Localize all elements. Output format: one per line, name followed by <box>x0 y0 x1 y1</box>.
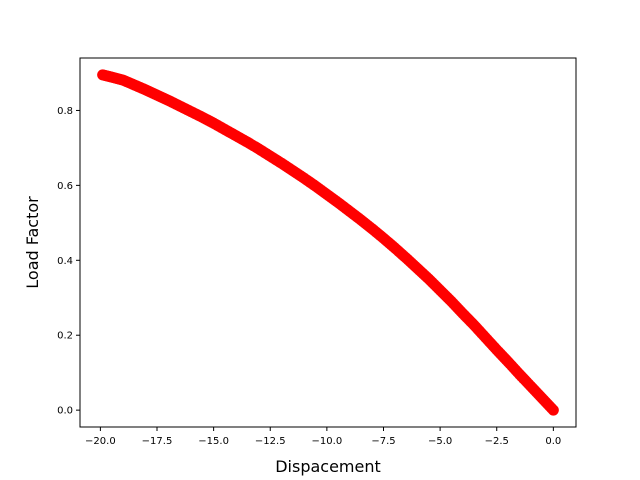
y-tick-label: 0.8 <box>57 106 73 117</box>
y-tick-label: 0.4 <box>57 256 73 267</box>
x-axis-ticks: −20.0 −17.5 −15.0 −12.5 −10.0 −7.5 −5.0 −2.5 0.0 <box>85 427 561 447</box>
data-points <box>97 69 559 416</box>
x-tick-label: −5.0 <box>428 436 452 447</box>
x-tick-label: −20.0 <box>85 436 116 447</box>
x-tick-label: −7.5 <box>371 436 395 447</box>
plot-frame <box>79 57 577 428</box>
x-tick-label: −15.0 <box>198 436 229 447</box>
y-tick-label: 0.0 <box>57 406 73 417</box>
y-tick-label: 0.2 <box>57 331 73 342</box>
data-point <box>97 69 109 81</box>
y-axis-ticks: 0.0 0.2 0.4 0.6 0.8 <box>57 106 80 417</box>
y-axis-title: Load Factor <box>23 196 42 289</box>
x-tick-label: −17.5 <box>142 436 173 447</box>
x-tick-label: 0.0 <box>545 436 561 447</box>
x-tick-label: −12.5 <box>255 436 286 447</box>
y-tick-label: 0.6 <box>57 181 73 192</box>
x-axis-title: Dispacement <box>275 457 381 476</box>
x-tick-label: −2.5 <box>485 436 509 447</box>
x-tick-label: −10.0 <box>312 436 343 447</box>
